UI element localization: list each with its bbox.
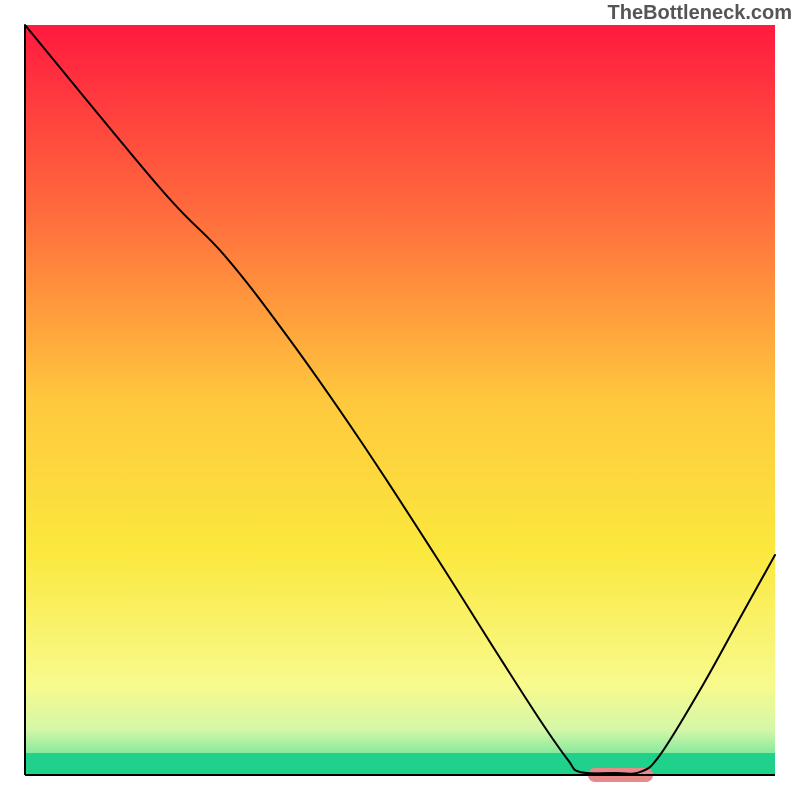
chart-background [25,25,775,775]
chart-svg [0,0,800,800]
bottleneck-chart: TheBottleneck.com [0,0,800,800]
watermark-text: TheBottleneck.com [608,2,792,25]
chart-green-band [25,753,775,775]
